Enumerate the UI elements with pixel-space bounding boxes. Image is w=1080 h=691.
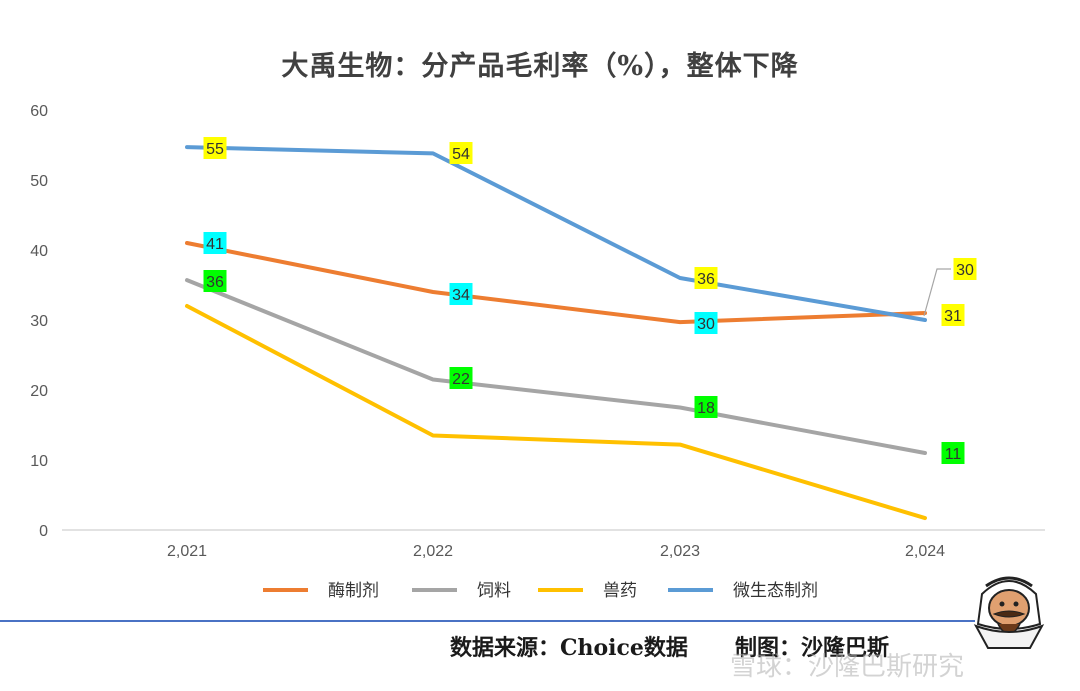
data-label-4-4: 31 [941, 304, 965, 326]
data-label-extra-3: 30 [953, 258, 977, 280]
data-label-text: 55 [206, 141, 224, 158]
x-axis: 2,021 2,022 2,023 2,024 [62, 529, 1045, 560]
data-label-4-3: 36 [694, 267, 718, 289]
y-tick-label: 10 [30, 453, 48, 470]
data-label-4-1: 55 [203, 137, 227, 159]
data-label-text: 34 [452, 287, 470, 304]
data-label-text: 30 [956, 262, 974, 279]
data-label-text: 36 [697, 271, 715, 288]
data-label-2-3: 18 [694, 396, 718, 418]
y-tick-label: 30 [30, 313, 48, 330]
data-label-1-1: 41 [203, 232, 227, 254]
y-tick-label: 0 [39, 523, 48, 540]
legend-item-4: 微生态制剂 [668, 581, 818, 601]
author-credit: 制图：沙隆巴斯 [735, 635, 890, 661]
footer-divider [0, 620, 975, 622]
data-label-text: 54 [452, 146, 470, 163]
watermark-text: 雪球：沙隆巴斯研究 [730, 652, 965, 682]
data-label-2-2: 22 [449, 367, 473, 389]
legend-label: 微生态制剂 [733, 581, 818, 601]
data-label-text: 31 [944, 308, 962, 325]
data-label-text: 36 [206, 274, 224, 291]
data-label-text: 11 [945, 446, 962, 463]
legend-label: 饲料 [477, 581, 511, 601]
data-label-4-2: 54 [449, 142, 473, 164]
data-label-bg [203, 137, 227, 159]
y-tick-label: 60 [30, 103, 48, 120]
legend-item-1: 酶制剂 [263, 581, 379, 601]
data-label-bg [694, 312, 718, 334]
data-label-extra-1: 34 [449, 283, 473, 305]
data-label-bg [449, 142, 473, 164]
x-tick-label: 2,021 [167, 543, 207, 560]
data-label-bg [694, 267, 718, 289]
legend-label: 酶制剂 [328, 581, 379, 601]
y-tick-label: 20 [30, 383, 48, 400]
data-label-2-4: 11 [941, 442, 965, 464]
data-label-text: 30 [697, 316, 715, 333]
legend-label: 兽药 [603, 581, 637, 601]
data-label-text: 41 [206, 236, 224, 253]
y-axis: 0 10 20 30 40 50 60 [30, 103, 48, 540]
series-line-3 [185, 304, 927, 521]
x-tick-label: 2,024 [905, 543, 945, 560]
data-label-bg [449, 283, 473, 305]
line-chart: 0 10 20 30 40 50 60 2,021 2,022 2,023 2,024 41 36 2… [30, 103, 1045, 601]
data-label-bg [694, 396, 718, 418]
label-leader-line [923, 268, 951, 317]
data-label-bg [941, 442, 965, 464]
legend: 酶制剂 饲料 兽药 微生态制剂 [263, 581, 818, 601]
x-tick-label: 2,022 [413, 543, 453, 560]
series-line-1 [185, 241, 927, 325]
mascot-avatar-icon [973, 576, 1045, 649]
data-label-extra-2: 30 [694, 312, 718, 334]
series-layer [185, 145, 927, 521]
legend-item-2: 饲料 [412, 581, 511, 601]
data-label-bg [449, 367, 473, 389]
y-tick-label: 40 [30, 243, 48, 260]
y-tick-label: 50 [30, 173, 48, 190]
series-line-2 [185, 278, 927, 455]
data-label-bg [953, 258, 977, 280]
x-tick-label: 2,023 [660, 543, 700, 560]
data-label-bg [203, 232, 227, 254]
data-label-text: 22 [452, 371, 470, 388]
chart-title: 大禹生物：分产品毛利率（%），整体下降 [281, 51, 799, 82]
data-label-bg [203, 270, 227, 292]
series-line-4 [185, 145, 927, 322]
data-source-text: 数据来源：Choice数据 [450, 635, 688, 661]
data-label-2-1: 36 [203, 270, 227, 292]
legend-item-3: 兽药 [538, 581, 637, 601]
data-label-bg [941, 304, 965, 326]
data-label-text: 18 [697, 400, 715, 417]
data-label-layer: 41 36 22 18 11 55 54 36 31 34 30 30 [203, 137, 977, 464]
